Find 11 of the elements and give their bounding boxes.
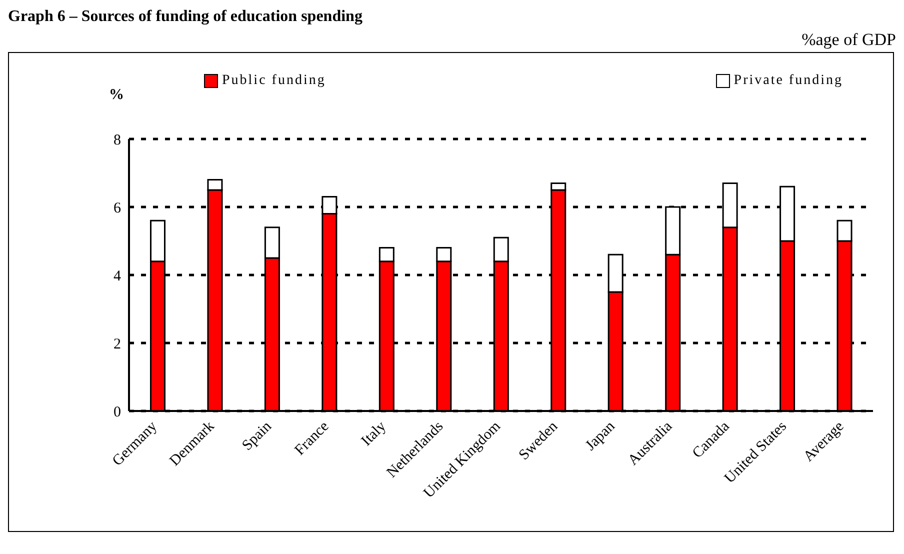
x-tick-label: Italy <box>358 418 390 450</box>
text: %age of GDP <box>800 30 896 51</box>
y-tick-label: 6 <box>114 200 122 216</box>
y-tick-label: 4 <box>114 268 122 284</box>
legend-label: Public funding <box>221 73 326 89</box>
legend-label: Private funding <box>732 73 843 89</box>
y-tick-label: 8 <box>114 132 121 148</box>
y-tick-label: 0 <box>114 404 121 420</box>
y-axis-title: % <box>109 87 124 104</box>
chart-title: Graph 6 – Sources of funding of education spending <box>8 8 364 27</box>
y-tick-label: 2 <box>114 336 121 352</box>
